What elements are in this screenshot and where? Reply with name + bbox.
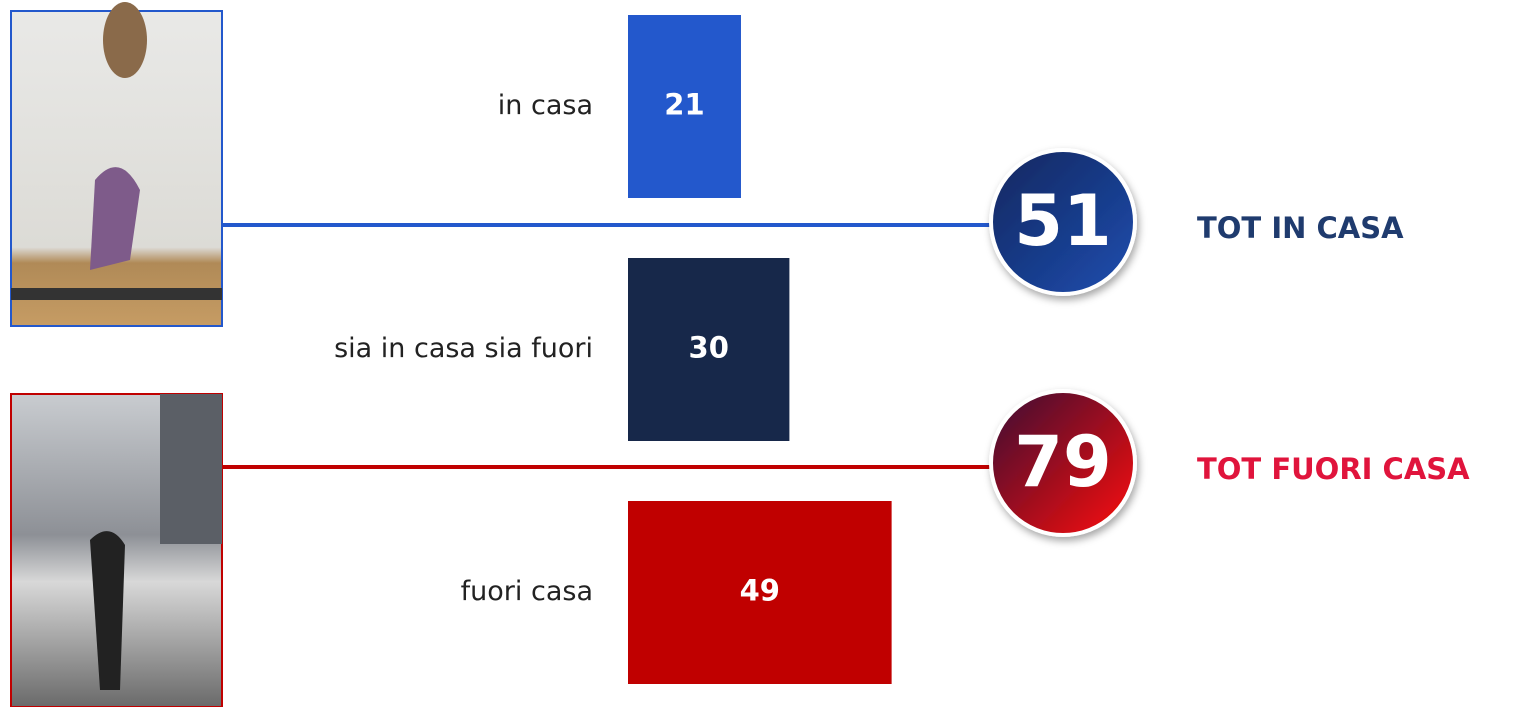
category-label: fuori casa (461, 576, 593, 607)
category-label: sia in casa sia fuori (334, 333, 593, 364)
bar (628, 258, 790, 441)
total-label: TOT IN CASA (1197, 211, 1404, 245)
total-circle (989, 148, 1137, 296)
value-label: 49 (740, 574, 780, 608)
photo-detail (11, 288, 222, 300)
total-value: 79 (1014, 421, 1111, 503)
value-label: 21 (664, 88, 704, 122)
bar (628, 501, 892, 684)
category-label: in casa (498, 90, 593, 121)
bar (628, 15, 741, 198)
photo-detail (90, 531, 125, 690)
photo-detail (160, 394, 222, 544)
photo-detail (103, 2, 147, 78)
value-label: 30 (689, 331, 729, 365)
total-value: 51 (1014, 180, 1111, 262)
photo-detail (90, 167, 140, 270)
total-label: TOT FUORI CASA (1197, 452, 1470, 486)
total-circle (989, 389, 1137, 537)
